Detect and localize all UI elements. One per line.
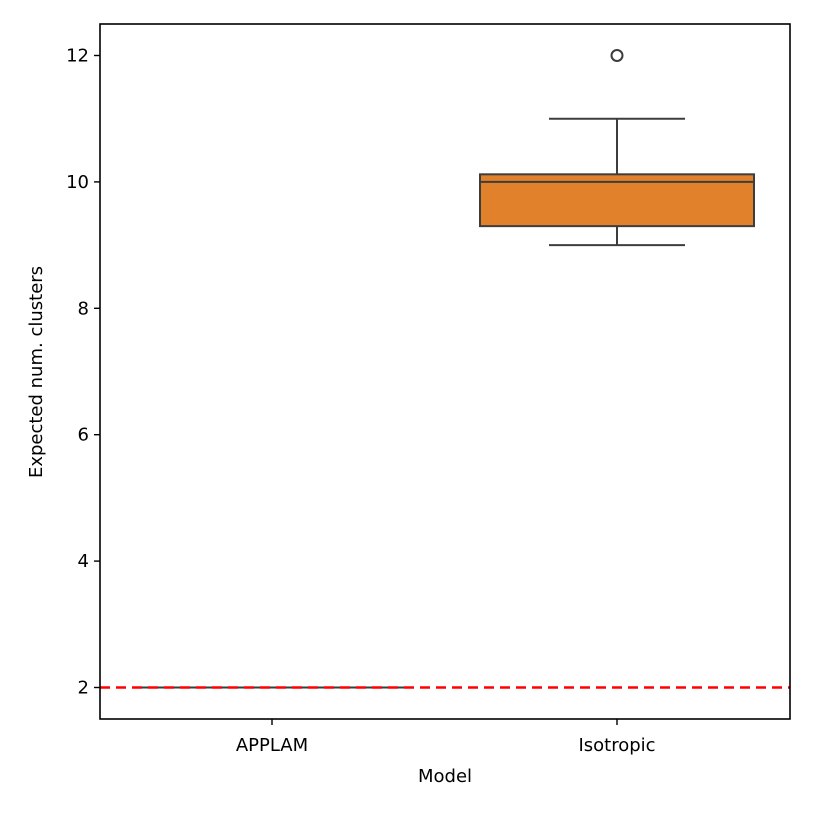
x-axis-label: Model [418, 766, 472, 787]
y-tick-label: 6 [78, 425, 89, 446]
x-tick-label: APPLAM [236, 735, 308, 756]
y-tick-label: 10 [66, 172, 89, 193]
y-tick-label: 8 [78, 298, 89, 319]
tick-layer: 2 4 6 8 10 12 APPLAM Isotropic [66, 46, 655, 757]
y-tick-label: 4 [78, 551, 89, 572]
box-iqr [479, 173, 755, 228]
y-tick-label: 12 [66, 46, 89, 67]
box-group-isotropic [479, 49, 755, 247]
y-axis-label: Expected num. clusters [26, 266, 47, 478]
plot-frame [99, 23, 791, 720]
outlier-point [610, 49, 624, 62]
x-tick-label: Isotropic [578, 735, 655, 756]
y-tick-label: 2 [78, 678, 89, 699]
plot-layer [100, 49, 790, 689]
